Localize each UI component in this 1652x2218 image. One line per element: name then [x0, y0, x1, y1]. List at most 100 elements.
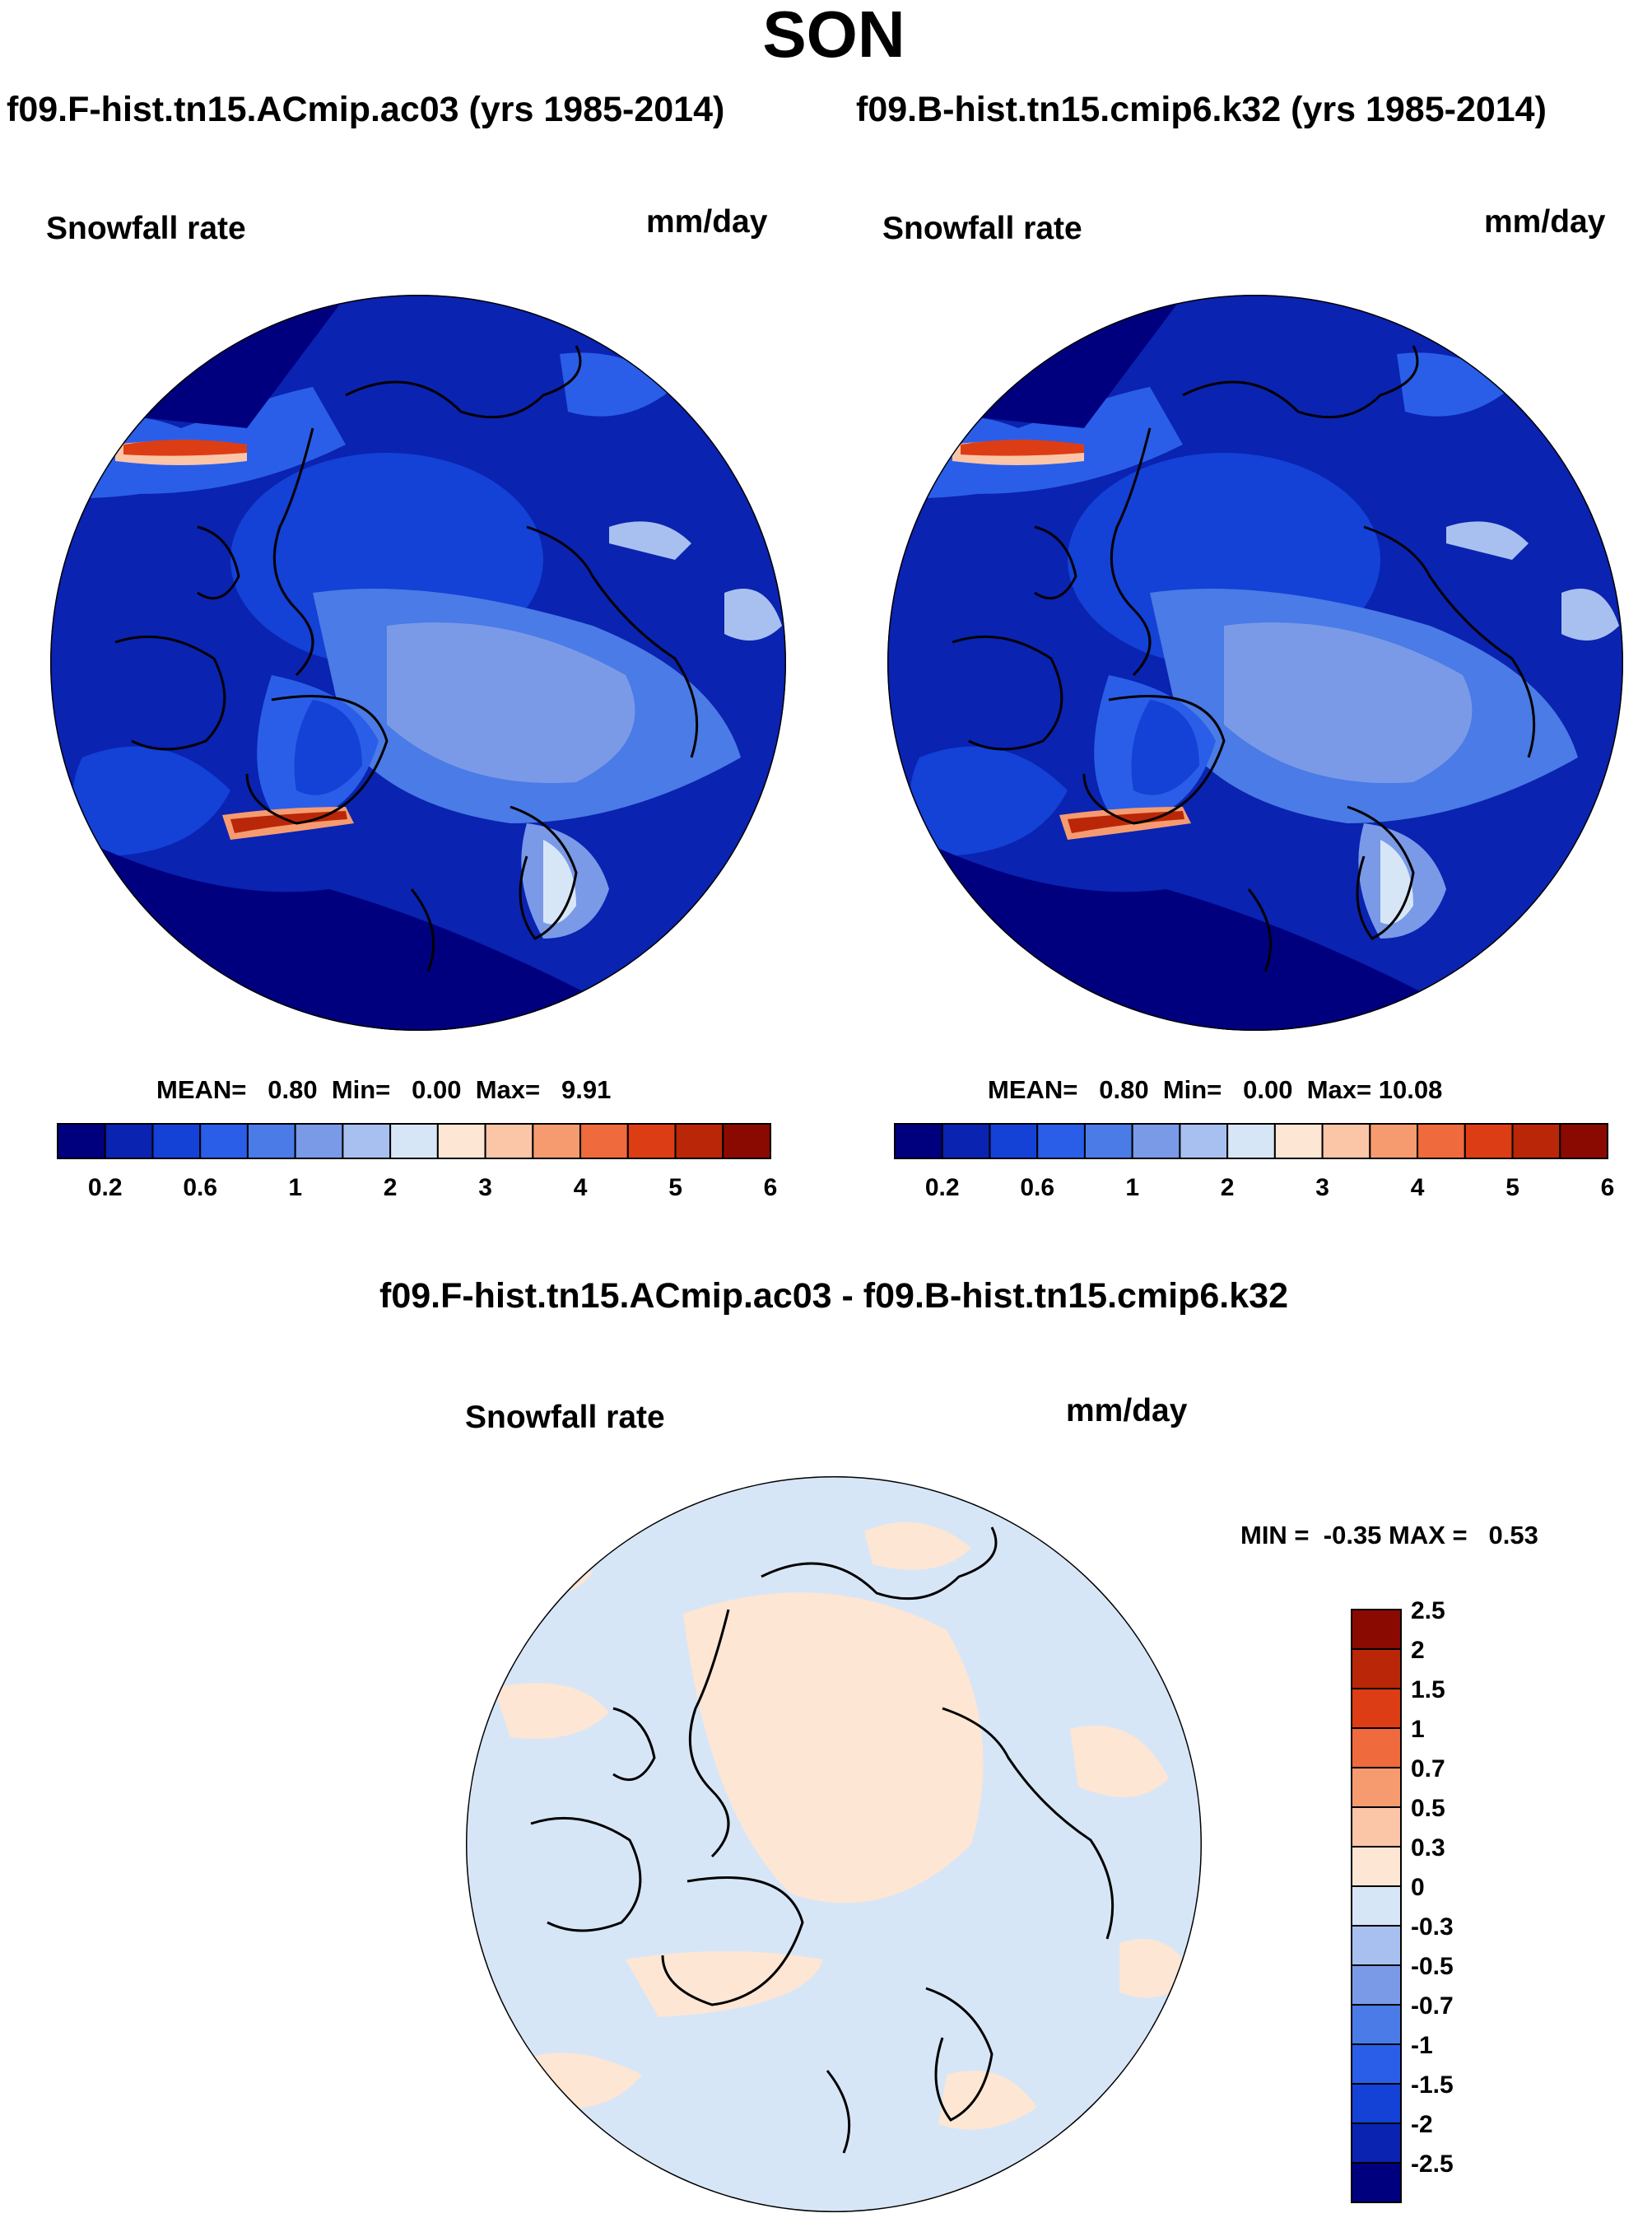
colorbar-panel2-swatch: [941, 1123, 991, 1159]
colorbar-difference-swatch: [1351, 2162, 1402, 2203]
colorbar-difference-tick-label: 2: [1411, 1637, 1425, 1664]
colorbar-panel1-swatch: [342, 1123, 392, 1159]
colorbar-difference-tick-label: -0.3: [1411, 1913, 1454, 1941]
colorbar-difference-tick-label: 0.5: [1411, 1795, 1445, 1822]
colorbar-difference-tick-label: -1.5: [1411, 2071, 1454, 2099]
colorbar-panel1-tick-label: 6: [764, 1174, 778, 1201]
colorbar-difference-swatch: [1351, 1609, 1402, 1650]
colorbar-difference-swatch: [1351, 1727, 1402, 1768]
colorbar-panel2-swatch: [1369, 1123, 1419, 1159]
colorbar-panel1-swatch: [484, 1123, 534, 1159]
min-label: Min=: [331, 1075, 391, 1104]
colorbar-panel2-swatch: [1417, 1123, 1466, 1159]
colorbar-panel2-tick-label: 6: [1601, 1174, 1615, 1201]
map-panel2: [887, 295, 1623, 1031]
colorbar-difference-swatch: [1351, 1767, 1402, 1808]
colorbar-panel2-swatch: [894, 1123, 943, 1159]
colorbar-panel2-tick-label: 4: [1411, 1174, 1425, 1201]
colorbar-panel1-swatch: [532, 1123, 582, 1159]
colorbar-difference-swatch: [1351, 1688, 1402, 1729]
colorbar-panel1-swatch: [389, 1123, 439, 1159]
difference-title: f09.F-hist.tn15.ACmip.ac03 - f09.B-hist.…: [379, 1276, 1288, 1316]
colorbar-panel2-swatch: [1131, 1123, 1181, 1159]
colorbar-panel2-swatch: [1321, 1123, 1371, 1159]
colorbar-difference-swatch: [1351, 1846, 1402, 1887]
colorbar-panel1: 0.2 0.6 1 2 3 4 5 6: [57, 1123, 778, 1201]
colorbar-panel2-swatch: [1559, 1123, 1609, 1159]
map-panel1: [50, 295, 786, 1031]
panel2-case-title: f09.B-hist.tn15.cmip6.k32 (yrs 1985-2014…: [856, 90, 1547, 129]
colorbar-difference-swatch: [1351, 2004, 1402, 2045]
colorbar-panel1-tick-label: 5: [668, 1174, 682, 1201]
max-value: 9.91: [561, 1075, 612, 1104]
panel1-stats: MEAN= 0.80 Min= 0.00 Max= 9.91: [156, 1077, 611, 1102]
colorbar-panel1-swatch: [294, 1123, 344, 1159]
min-label: Min=: [1162, 1075, 1222, 1104]
colorbar-panel1-tick-label: 0.2: [88, 1174, 123, 1201]
mean-value: 0.80: [1099, 1075, 1149, 1104]
colorbar-panel2-swatch: [1226, 1123, 1276, 1159]
mean-value: 0.80: [268, 1075, 318, 1104]
difference-units-label: mm/day: [1066, 1393, 1188, 1428]
colorbar-panel1-tick-label: 4: [574, 1174, 588, 1201]
colorbar-panel2-swatch: [1179, 1123, 1229, 1159]
colorbar-difference-tick-label: 0: [1411, 1874, 1425, 1901]
colorbar-difference-tick-label: -2.5: [1411, 2150, 1454, 2178]
colorbar-difference-tick-label: 0.3: [1411, 1834, 1445, 1862]
colorbar-difference-swatch: [1351, 2083, 1402, 2124]
colorbar-difference-tick-label: 2.5: [1411, 1597, 1445, 1624]
panel2-units-label: mm/day: [1484, 204, 1606, 240]
panel1-units-label: mm/day: [646, 204, 768, 240]
colorbar-panel1-swatch: [151, 1123, 202, 1159]
colorbar-panel2-tick-label: 0.6: [1020, 1174, 1054, 1201]
max-value: 10.08: [1378, 1075, 1443, 1104]
max-label: Max=: [1306, 1075, 1372, 1104]
panel1-case-title: f09.F-hist.tn15.ACmip.ac03 (yrs 1985-201…: [7, 90, 725, 129]
mean-label: MEAN=: [156, 1075, 247, 1104]
colorbar-panel2-swatch: [989, 1123, 1039, 1159]
colorbar-panel2-tick-label: 1: [1125, 1174, 1139, 1201]
colorbar-panel2: 0.2 0.6 1 2 3 4 5 6: [894, 1123, 1615, 1201]
min-value: 0.00: [1243, 1075, 1293, 1104]
colorbar-panel1-swatch: [579, 1123, 629, 1159]
colorbar-panel2-swatch: [1511, 1123, 1561, 1159]
colorbar-difference-tick-label: -0.7: [1411, 1992, 1454, 2020]
colorbar-difference-tick-label: -2: [1411, 2111, 1433, 2138]
colorbar-difference-tick-label: 0.7: [1411, 1755, 1445, 1782]
colorbar-difference: -2.5 -2 -1.5 -1 -0.7 -0.5 -0.3 0 0.3 0.5 0.7 1 1.5 2 2…: [1351, 1597, 1454, 2203]
panel1-variable-label: Snowfall rate: [46, 211, 246, 246]
colorbar-panel2-tick-label: 0.2: [925, 1174, 960, 1201]
colorbar-difference-tick-label: -0.5: [1411, 1953, 1454, 1980]
colorbar-panel1-swatch: [199, 1123, 249, 1159]
colorbar-panel1-swatch: [246, 1123, 296, 1159]
colorbar-difference-swatch: [1351, 1648, 1402, 1689]
colorbar-panel2-swatch: [1464, 1123, 1514, 1159]
difference-minmax: MIN = -0.35 MAX = 0.53: [1240, 1521, 1538, 1549]
colorbar-difference-swatch: [1351, 1964, 1402, 2006]
mean-label: MEAN=: [988, 1075, 1078, 1104]
colorbar-panel2-swatch: [1273, 1123, 1324, 1159]
colorbar-panel1-swatch: [57, 1123, 106, 1159]
difference-variable-label: Snowfall rate: [465, 1400, 665, 1435]
colorbar-panel2-swatch: [1036, 1123, 1086, 1159]
colorbar-panel1-tick-label: 0.6: [183, 1174, 217, 1201]
main-title: SON: [762, 0, 905, 71]
colorbar-panel1-tick-label: 3: [478, 1174, 492, 1201]
colorbar-difference-tick-label: 1.5: [1411, 1676, 1445, 1703]
colorbar-panel1-swatch: [436, 1123, 486, 1159]
colorbar-difference-swatch: [1351, 1925, 1402, 1966]
colorbar-panel2-tick-label: 2: [1221, 1174, 1235, 1201]
coastlines-difference: [530, 1526, 1115, 2154]
colorbar-panel1-tick-label: 2: [384, 1174, 398, 1201]
panel2-variable-label: Snowfall rate: [882, 211, 1082, 246]
colorbar-panel2-tick-label: 3: [1315, 1174, 1329, 1201]
colorbar-panel1-swatch: [674, 1123, 724, 1159]
min-value: 0.00: [412, 1075, 462, 1104]
colorbar-panel1-swatch: [104, 1123, 154, 1159]
colorbar-panel1-swatch: [722, 1123, 771, 1159]
colorbar-difference-tick-label: 1: [1411, 1716, 1425, 1743]
colorbar-panel2-swatch: [1083, 1123, 1133, 1159]
colorbar-difference-swatch: [1351, 2122, 1402, 2164]
coastlines-panel2: [952, 345, 1536, 972]
